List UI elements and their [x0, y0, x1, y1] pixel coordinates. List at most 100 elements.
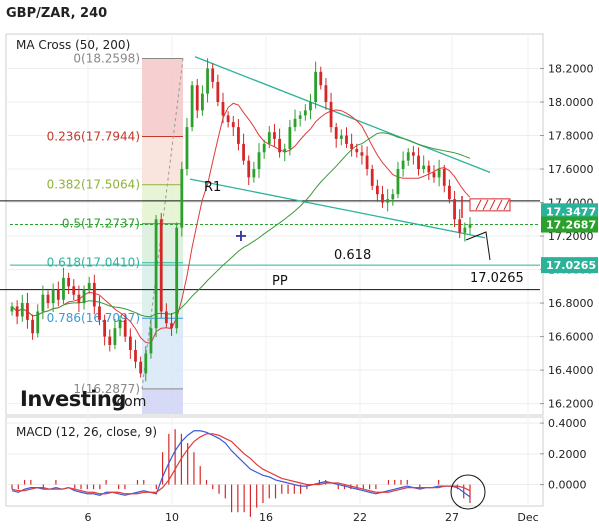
macd-label: MACD (12, 26, close, 9)	[16, 425, 157, 439]
candle-body	[31, 319, 34, 334]
candle-body	[123, 319, 127, 337]
cursor-cross-icon: +	[234, 226, 247, 245]
y-tick-label: 16.4000	[548, 364, 594, 377]
ma-slow-line	[11, 132, 471, 318]
price-label-box	[541, 216, 598, 233]
candle-body	[298, 115, 302, 119]
candle-body	[36, 311, 40, 334]
macd-tick-label: 0.2000	[548, 448, 587, 461]
candle-body	[128, 336, 132, 350]
candle-body	[453, 199, 456, 220]
x-tick-label: Dec	[517, 511, 538, 524]
price-label-text: 17.2687	[546, 219, 596, 232]
candle-body	[283, 148, 287, 153]
y-tick-label: 16.8000	[548, 297, 594, 310]
candle-body	[334, 127, 338, 139]
ma-fast-line	[11, 102, 471, 344]
y-tick-label: 18.0000	[548, 96, 594, 109]
candle-body	[324, 85, 328, 102]
candle-body	[144, 353, 148, 374]
hatch-stroke	[482, 199, 489, 211]
candle-body	[67, 277, 71, 287]
watermark-brand: Investing	[20, 387, 126, 411]
candle-body	[448, 185, 451, 200]
macd-panel-frame	[5, 416, 544, 507]
candle-body	[273, 132, 276, 139]
candle-body	[10, 306, 14, 312]
candle-body	[458, 219, 462, 233]
candle-body	[226, 115, 230, 123]
fib-level-label: 0.382(17.5064)	[47, 178, 140, 192]
candle-body	[360, 152, 364, 156]
ma-cross-label: MA Cross (50, 200)	[16, 38, 130, 52]
candle-body	[149, 328, 153, 354]
candle-body	[370, 169, 374, 186]
candle-body	[401, 160, 405, 170]
candle-body	[288, 127, 292, 149]
fib-level-label: 0.786(16.7097)	[47, 311, 140, 325]
y-tick-label: 17.2000	[548, 230, 594, 243]
candle-body	[51, 289, 55, 304]
macd-tick-label: 0.4000	[548, 417, 587, 430]
candle-body	[92, 282, 96, 307]
candle-body	[278, 138, 281, 153]
candle-body	[411, 152, 415, 156]
fib-level-label: 0.236(17.7944)	[47, 129, 140, 143]
candle-body	[20, 303, 24, 317]
upper-trendline	[194, 56, 491, 173]
candle-body	[72, 286, 76, 295]
candle-body	[386, 199, 390, 203]
candle-body	[206, 68, 209, 94]
drawing-annotations: +	[234, 196, 511, 261]
x-tick-label: 16	[259, 511, 273, 524]
candle-body	[463, 227, 467, 233]
fib-zone	[142, 136, 183, 185]
candle-body	[216, 81, 220, 102]
candle-body	[309, 102, 312, 111]
fibonacci-zones	[142, 58, 183, 414]
candle-body	[103, 319, 107, 337]
candle-body	[381, 194, 384, 203]
candle-body	[164, 311, 168, 324]
x-tick-label: 27	[445, 511, 459, 524]
hatch-stroke	[489, 199, 496, 211]
candle-body	[350, 143, 354, 149]
candle-body	[417, 155, 420, 170]
fib-note-label: 0.618	[334, 248, 371, 263]
signal-line	[11, 433, 471, 495]
candle-body	[231, 122, 235, 128]
x-tick-label: 6	[85, 511, 92, 524]
candle-body	[180, 169, 184, 228]
fib-level-label: 0.618(17.0410)	[47, 256, 140, 270]
candle-body	[468, 224, 472, 228]
candle-body	[262, 143, 266, 153]
pp-label: PP	[272, 274, 288, 289]
candle-body	[15, 306, 19, 317]
candle-body	[154, 219, 158, 329]
lower-trendline	[189, 178, 486, 239]
y-tick-label: 17.8000	[548, 130, 594, 143]
y-tick-label: 18.2000	[548, 62, 594, 75]
candle-body	[118, 319, 122, 329]
candle-body	[159, 219, 163, 312]
candle-body	[56, 289, 60, 300]
watermark-suffix: .com	[112, 394, 146, 410]
trendlines	[189, 56, 491, 239]
hatch-stroke	[475, 199, 482, 211]
fib-level-label: 0(18.2598)	[73, 51, 140, 65]
macd-tick-label: 0.0000	[548, 479, 587, 492]
projection-path	[465, 231, 491, 261]
macd-line	[11, 430, 471, 498]
fib-zone	[142, 184, 183, 224]
candle-body	[355, 148, 359, 153]
candle-body	[427, 165, 431, 173]
candle-body	[77, 294, 81, 304]
candle-body	[139, 361, 143, 374]
candle-body	[375, 185, 379, 195]
candle-body	[242, 143, 245, 161]
fib-zone	[142, 318, 183, 389]
candle-body	[365, 155, 369, 170]
candle-body	[252, 169, 256, 178]
candle-body	[432, 172, 436, 178]
